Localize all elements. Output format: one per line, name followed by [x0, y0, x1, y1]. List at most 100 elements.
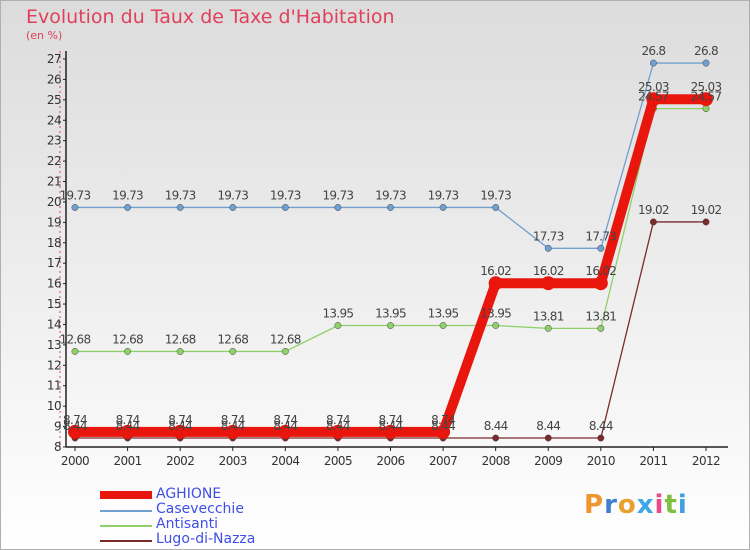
- data-point-aghione: [383, 424, 398, 439]
- data-point-casevecchie: [439, 204, 447, 211]
- x-tick-label: 2009: [534, 454, 562, 468]
- data-point-aghione: [68, 424, 82, 439]
- logo-letter: r: [604, 490, 618, 520]
- data-point-casevecchie: [71, 204, 79, 211]
- data-label-aghione: 16.02: [480, 264, 511, 278]
- legend-label-antisanti: Antisanti: [156, 516, 218, 532]
- y-tick-label: 19: [47, 215, 61, 229]
- y-tick-label: 18: [47, 236, 61, 250]
- logo-letter: t: [664, 490, 678, 520]
- data-point-lugo-di-nazza: [492, 434, 500, 442]
- data-label-aghione: 8.74: [379, 413, 403, 427]
- y-tick-label: 10: [47, 399, 61, 413]
- data-point-aghione: [173, 424, 188, 439]
- data-point-aghione: [699, 92, 713, 107]
- data-label-lugo-di-nazza: 8.44: [589, 419, 613, 433]
- logo-letter: P: [584, 490, 605, 520]
- data-point-aghione: [225, 424, 240, 439]
- data-label-lugo-di-nazza: 8.44: [484, 419, 508, 433]
- x-tick-label: 2001: [114, 454, 142, 468]
- data-point-antisanti: [124, 347, 132, 355]
- data-label-casevecchie: 17.73: [585, 229, 616, 243]
- x-tick-label: 2010: [587, 454, 615, 468]
- data-label-casevecchie: 26.8: [641, 44, 665, 58]
- x-tick-label: 2008: [482, 454, 510, 468]
- x-tick-label: 2012: [692, 454, 720, 468]
- y-tick-label: 26: [47, 72, 61, 86]
- legend-swatch-aghione: [100, 491, 152, 499]
- logo-letter: i: [654, 490, 665, 520]
- data-point-lugo-di-nazza: [544, 434, 552, 442]
- data-label-antisanti: 24.57: [638, 90, 669, 104]
- data-label-antisanti: 13.95: [322, 306, 353, 320]
- x-tick-label: 2011: [639, 454, 667, 468]
- series: [68, 59, 713, 442]
- data-label-lugo-di-nazza: 19.02: [638, 203, 669, 217]
- data-label-aghione: 8.74: [63, 413, 87, 427]
- data-point-casevecchie: [281, 204, 289, 211]
- data-label-antisanti: 13.95: [480, 306, 511, 320]
- y-tick-label: 8: [54, 440, 61, 454]
- y-tick-label: 9: [54, 420, 61, 434]
- y-tick-label: 27: [47, 52, 61, 66]
- y-tick-label: 12: [47, 358, 61, 372]
- legend-label-casevecchie: Casevecchie: [156, 501, 244, 517]
- data-point-antisanti: [229, 347, 237, 355]
- y-tick-label: 14: [47, 317, 61, 331]
- data-label-casevecchie: 19.73: [480, 188, 511, 202]
- data-label-lugo-di-nazza: 8.44: [116, 419, 140, 433]
- data-label-antisanti: 12.68: [270, 332, 301, 346]
- y-tick-label: 11: [47, 379, 61, 393]
- data-label-aghione: 25.03: [638, 80, 669, 94]
- data-point-casevecchie: [229, 204, 237, 211]
- data-point-casevecchie: [544, 244, 552, 252]
- y-tick-label: 23: [47, 134, 61, 148]
- data-label-antisanti: 13.95: [375, 306, 406, 320]
- data-point-casevecchie: [492, 204, 500, 211]
- data-point-antisanti: [281, 347, 289, 355]
- y-tick-label: 22: [47, 154, 61, 168]
- data-point-antisanti: [597, 324, 605, 332]
- data-label-lugo-di-nazza: 8.44: [379, 419, 403, 433]
- data-label-aghione: 8.74: [431, 413, 455, 427]
- data-label-lugo-di-nazza: 8.44: [168, 419, 192, 433]
- y-tick-label: 24: [47, 113, 61, 127]
- data-label-aghione: 16.02: [533, 264, 564, 278]
- data-point-casevecchie: [176, 204, 184, 211]
- data-label-antisanti: 24.57: [691, 90, 722, 104]
- x-tick-label: 2007: [429, 454, 457, 468]
- data-point-lugo-di-nazza: [702, 218, 710, 226]
- series-line-casevecchie: [75, 62, 706, 249]
- logo-letter: o: [617, 490, 637, 520]
- data-point-casevecchie: [702, 59, 710, 67]
- data-label-casevecchie: 19.73: [60, 188, 91, 202]
- axes: 8 9 10 11 12 13 14 15 16 17 18 19 20 21 22 23 24 25 26 27 20…: [47, 51, 728, 468]
- data-point-antisanti: [439, 322, 447, 329]
- legend-swatch-antisanti: [100, 525, 152, 527]
- data-point-casevecchie: [649, 59, 657, 67]
- data-label-antisanti: 12.68: [217, 332, 248, 346]
- data-label-lugo-di-nazza: 8.44: [273, 419, 297, 433]
- data-label-aghione: 8.74: [168, 413, 192, 427]
- y-tick-label: 17: [47, 256, 61, 270]
- x-tick-label: 2003: [219, 454, 247, 468]
- data-label-lugo-di-nazza: 8.44: [326, 419, 350, 433]
- data-label-casevecchie: 19.73: [322, 188, 353, 202]
- legend-swatch-casevecchie: [100, 510, 152, 512]
- data-point-aghione: [436, 424, 451, 439]
- data-label-aghione: 8.74: [326, 413, 350, 427]
- y-tick-label: 25: [47, 93, 61, 107]
- logo-letter: i: [677, 490, 688, 520]
- data-point-antisanti: [544, 324, 552, 332]
- y-tick-label: 16: [47, 277, 61, 291]
- legend-swatch-lugo-di-nazza: [100, 540, 152, 542]
- data-label-antisanti: 13.95: [428, 306, 459, 320]
- data-label-casevecchie: 26.8: [694, 44, 718, 58]
- data-point-casevecchie: [387, 204, 394, 211]
- data-point-casevecchie: [124, 204, 132, 211]
- x-tick-label: 2002: [166, 454, 194, 468]
- data-label-aghione: 8.74: [221, 413, 245, 427]
- x-tick-label: 2006: [376, 454, 404, 468]
